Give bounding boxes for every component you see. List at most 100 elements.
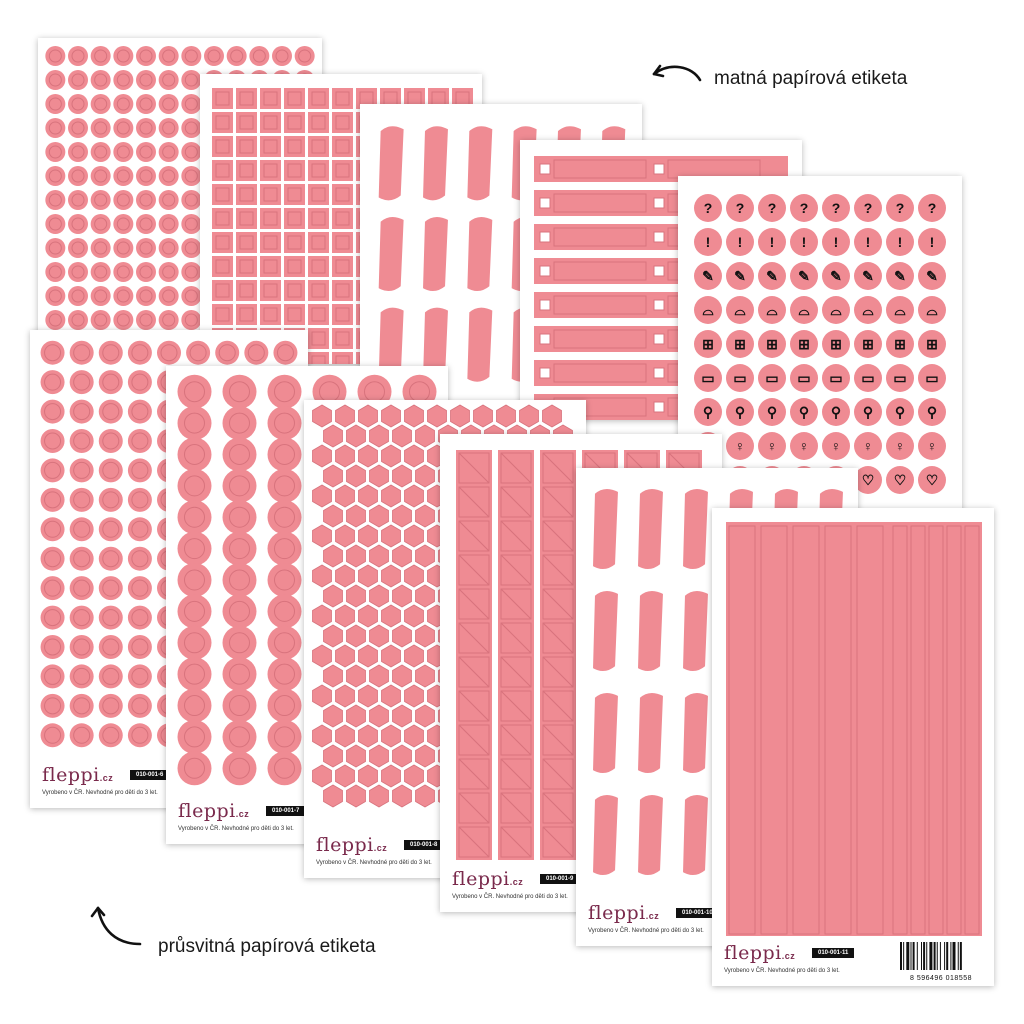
sticker-circle: [267, 688, 302, 723]
sticker-hexagon: [335, 764, 355, 788]
sticker-icon-circle: [726, 432, 754, 460]
sticker-square: [332, 208, 353, 229]
sticker-circle: [267, 563, 302, 597]
sticker-square: [284, 88, 305, 109]
sticker-hexagon: [358, 484, 378, 508]
sticker-circle: [222, 625, 257, 660]
warning-note: Vyrobeno v ČR. Nevhodné pro děti do 3 le…: [452, 894, 568, 900]
sticker-hexagon: [323, 704, 343, 728]
sticker-icon-circle: [726, 364, 754, 392]
sticker-circle: [222, 657, 257, 692]
sticker-hexagon: [496, 404, 516, 428]
sticker-circle: [113, 310, 134, 330]
svg-text:⚲: ⚲: [927, 404, 937, 420]
sticker-square: [236, 280, 257, 301]
sticker-square: [260, 256, 281, 277]
sticker-icon-circle: [854, 228, 882, 256]
svg-text:⌓: ⌓: [830, 302, 841, 318]
sticker-icon-circle: [918, 398, 946, 426]
brand-logo: fleppi.cz: [724, 942, 796, 964]
product-code: 010-001-7: [266, 806, 306, 816]
sticker-circle: [90, 214, 111, 234]
sticker-circle: [267, 406, 302, 441]
sticker-hexagon: [415, 624, 435, 648]
sticker-square: [284, 256, 305, 277]
svg-text:?: ?: [704, 200, 713, 216]
sticker-strip: [498, 450, 534, 860]
sticker-circle: [158, 166, 179, 186]
sticker-circle: [158, 190, 179, 210]
sticker-hexagon: [381, 564, 401, 588]
sticker-circle: [267, 531, 302, 566]
sticker-icon-circle: [822, 228, 850, 256]
svg-text:⌓: ⌓: [734, 302, 745, 318]
sticker-circle: [90, 46, 111, 66]
sticker-sheet-6: fleppi.cz 010-001-11 Vyrobeno v ČR. Nevh…: [712, 508, 994, 986]
sticker-icon-circle: [854, 296, 882, 324]
svg-text:⚲: ⚲: [895, 404, 905, 420]
sticker-icon-circle: [854, 398, 882, 426]
sticker-circle: [113, 70, 134, 90]
sticker-circle: [45, 70, 66, 90]
sticker-circle: [45, 310, 66, 330]
sticker-hexagon: [346, 744, 366, 768]
warning-note: Vyrobeno v ČR. Nevhodné pro děti do 3 le…: [316, 860, 432, 866]
sticker-circle: [158, 286, 179, 306]
sticker-hexagon: [415, 704, 435, 728]
sticker-hexagon: [369, 664, 389, 688]
sticker-square: [212, 184, 233, 205]
sticker-icon-circle: [918, 296, 946, 324]
sticker-circle: [158, 262, 179, 282]
sticker-circle: [181, 94, 202, 114]
sticker-square: [236, 184, 257, 205]
svg-text:!: !: [770, 234, 775, 250]
long-strip-grid: [726, 522, 982, 936]
sticker-icon-circle: [822, 194, 850, 222]
svg-text:✎: ✎: [766, 268, 778, 284]
sticker-square: [308, 88, 329, 109]
svg-text:▭: ▭: [733, 370, 746, 386]
sticker-circle: [68, 286, 88, 306]
sticker-circle: [45, 166, 66, 186]
sticker-hexagon: [392, 664, 412, 688]
sticker-circle: [181, 238, 202, 258]
svg-text:!: !: [802, 234, 807, 250]
sticker-icon-circle: [854, 330, 882, 358]
sticker-brush: [464, 123, 496, 204]
sticker-hexagon: [358, 684, 378, 708]
sticker-square: [236, 304, 257, 325]
product-code: 010-001-10: [676, 908, 719, 918]
sticker-hexagon: [404, 764, 424, 788]
caption-matte-label: matná papírová etiketa: [714, 68, 908, 89]
sticker-circle: [177, 437, 212, 472]
sticker-circle: [90, 70, 111, 90]
sticker-circle: [267, 751, 302, 786]
sticker-circle: [136, 118, 156, 138]
sticker-square: [212, 136, 233, 157]
sticker-circle: [222, 406, 257, 441]
sticker-icon-circle: [790, 228, 818, 256]
sticker-hexagon: [473, 404, 493, 428]
sticker-square: [380, 88, 401, 109]
svg-text:⌓: ⌓: [766, 302, 777, 318]
sticker-hexagon: [381, 644, 401, 668]
sticker-circle: [177, 751, 212, 786]
sticker-hexagon: [450, 404, 470, 428]
sticker-square: [308, 136, 329, 157]
sticker-hexagon: [392, 704, 412, 728]
sticker-circle: [177, 531, 212, 566]
sticker-square: [260, 112, 281, 133]
sticker-hexagon: [335, 484, 355, 508]
sticker-hexagon: [358, 404, 378, 428]
sticker-icon-circle: [790, 398, 818, 426]
brand-logo: fleppi.cz: [178, 800, 250, 822]
sticker-icon-circle: [726, 330, 754, 358]
sticker-circle: [181, 70, 202, 90]
sticker-square: [212, 232, 233, 253]
svg-text:♡: ♡: [862, 472, 875, 488]
sticker-hexagon: [312, 404, 332, 428]
sticker-square: [260, 88, 281, 109]
svg-text:⚲: ⚲: [799, 404, 809, 420]
sticker-square: [404, 88, 425, 109]
sticker-brush: [634, 792, 667, 878]
